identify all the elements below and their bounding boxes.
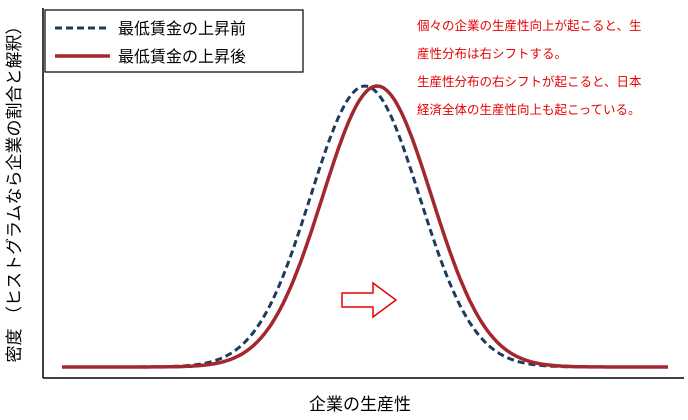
- legend: 最低賃金の上昇前 最低賃金の上昇後: [44, 9, 304, 73]
- x-axis-label: 企業の生産性: [309, 395, 411, 415]
- legend-label-series-0: 最低賃金の上昇前: [118, 19, 246, 38]
- annotation-line: 産性分布は右シフトする。: [417, 46, 567, 61]
- series-line-0: [62, 84, 668, 369]
- annotation-block: 個々の企業の生産性向上が起こると、生 産性分布は右シフトする。 生産性分布の右シ…: [417, 18, 642, 117]
- legend-label-series-1: 最低賃金の上昇後: [118, 47, 246, 66]
- annotation-line: 生産性分布の右シフトが起こると、日本: [417, 74, 642, 89]
- annotation-line: 個々の企業の生産性向上が起こると、生: [417, 18, 642, 33]
- legend-box: [44, 9, 304, 73]
- series-line-1: [62, 84, 668, 369]
- right-shift-arrow: [341, 281, 398, 319]
- series-layer: [62, 84, 668, 369]
- y-axis-label: 密度 （ヒストグラムなら企業の割合と解釈）: [5, 18, 25, 363]
- annotation-line: 経済全体の生産性向上も起こっている。: [417, 102, 641, 117]
